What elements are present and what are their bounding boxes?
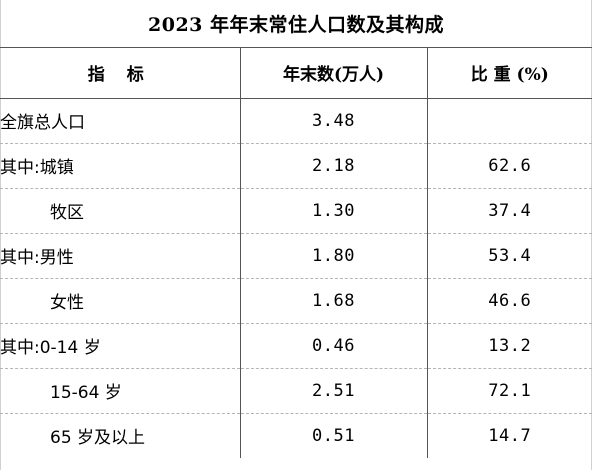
row-share: 14.7 bbox=[426, 412, 592, 458]
header-row: 指 标 年末数(万人) 比 重 (%) bbox=[0, 47, 592, 99]
row-indicator: 女性 bbox=[0, 277, 240, 323]
row-value: 2.18 bbox=[239, 142, 427, 188]
header-year-end: 年末数(万人) bbox=[239, 47, 427, 99]
row-value: 2.51 bbox=[239, 367, 427, 413]
row-share: 37.4 bbox=[426, 187, 592, 233]
row-indicator: 全旗总人口 bbox=[0, 113, 85, 133]
table-row: 女性 1.68 46.6 bbox=[0, 277, 592, 323]
table-row: 其中:0-14 岁 0.46 13.2 bbox=[0, 322, 592, 368]
table-row: 15-64 岁 2.51 72.1 bbox=[0, 367, 592, 413]
row-value: 1.30 bbox=[239, 187, 427, 233]
row-value: 1.80 bbox=[239, 232, 427, 278]
row-share: 53.4 bbox=[426, 232, 592, 278]
row-value: 3.48 bbox=[239, 98, 427, 143]
header-indicator-label: 指 标 bbox=[87, 64, 152, 85]
table-title: 2023 年年末常住人口数及其构成 bbox=[0, 0, 592, 48]
row-indicator: 其中:城镇 bbox=[0, 142, 240, 188]
row-indicator: 15-64 岁 bbox=[0, 367, 240, 413]
table-row: 牧区 1.30 37.4 bbox=[0, 187, 592, 233]
row-indicator: 牧区 bbox=[0, 187, 240, 233]
header-indicator: 指 标 bbox=[0, 47, 240, 99]
row-value: 1.68 bbox=[239, 277, 427, 323]
table-row: 其中:男性 1.80 53.4 bbox=[0, 232, 592, 278]
row-share: 72.1 bbox=[426, 367, 592, 413]
row-share: 13.2 bbox=[426, 322, 592, 368]
header-share: 比 重 (%) bbox=[426, 47, 592, 99]
row-share: 46.6 bbox=[426, 277, 592, 323]
row-share: 62.6 bbox=[426, 142, 592, 188]
table-row: 65 岁及以上 0.51 14.7 bbox=[0, 412, 592, 458]
row-share bbox=[426, 98, 592, 143]
row-value: 0.51 bbox=[239, 412, 427, 458]
table-row: 全旗总人口 3.48 bbox=[0, 98, 592, 143]
row-indicator: 65 岁及以上 bbox=[0, 412, 240, 458]
row-indicator: 其中:0-14 岁 bbox=[0, 322, 240, 368]
table-row: 其中:城镇 2.18 62.6 bbox=[0, 142, 592, 188]
row-indicator: 其中:男性 bbox=[0, 232, 240, 278]
row-value: 0.46 bbox=[239, 322, 427, 368]
population-table: 指 标 年末数(万人) 比 重 (%) 全旗总人口 3.48 其中:城镇 2.1… bbox=[0, 47, 592, 458]
